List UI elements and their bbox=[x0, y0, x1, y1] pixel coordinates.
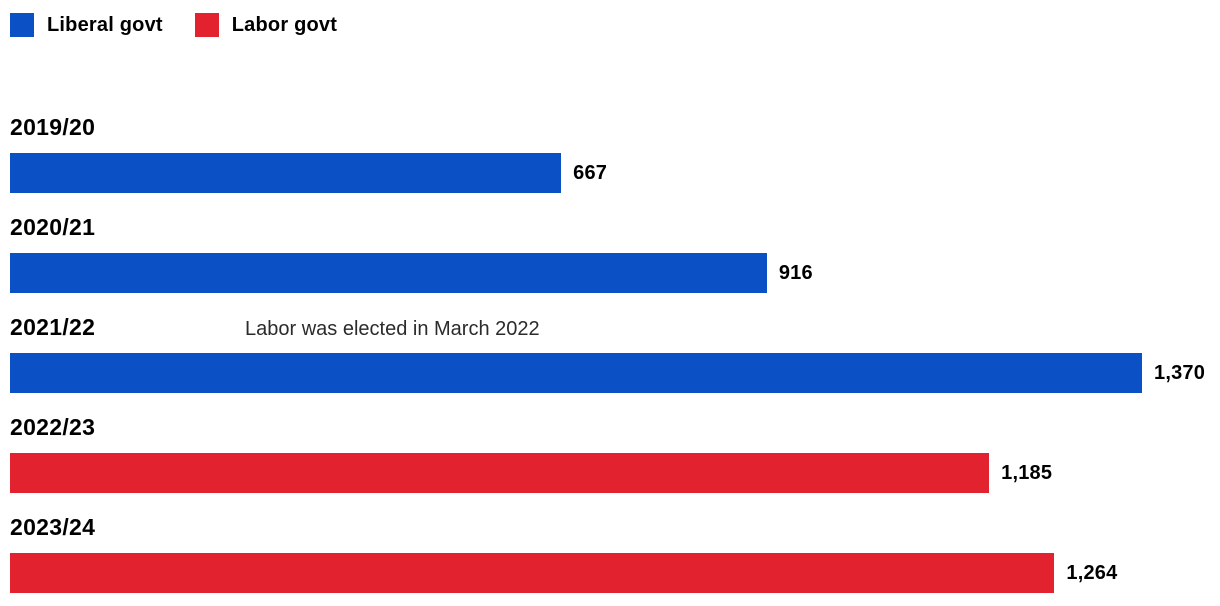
bar-3 bbox=[10, 453, 990, 493]
value-label: 1,264 bbox=[1066, 561, 1118, 584]
chart-row-2023-24: 2023/24 1,264 bbox=[10, 505, 1210, 605]
value-label: 916 bbox=[778, 261, 813, 284]
bar-line: 667 bbox=[10, 153, 1210, 193]
chart-row-2020-21: 2020/21 916 bbox=[10, 205, 1210, 305]
value-label: 1,185 bbox=[1001, 461, 1053, 484]
election-annotation: Labor was elected in March 2022 bbox=[245, 318, 540, 340]
category-label: 2019/20 bbox=[10, 114, 96, 140]
category-label: 2020/21 bbox=[10, 214, 96, 240]
legend: Liberal govt Labor govt bbox=[10, 13, 337, 37]
bar-4 bbox=[10, 553, 1055, 593]
legend-label-labor: Labor govt bbox=[231, 14, 338, 36]
labor-color-swatch bbox=[194, 13, 219, 37]
liberal-color-swatch bbox=[10, 13, 34, 37]
value-label: 667 bbox=[573, 161, 608, 184]
category-label: 2022/23 bbox=[10, 414, 96, 440]
bar-2 bbox=[10, 353, 1142, 393]
chart-row-2021-22: 2021/22 Labor was elected in March 2022 … bbox=[10, 305, 1210, 405]
bar-0 bbox=[10, 153, 562, 193]
bar-line: 1,264 bbox=[10, 553, 1210, 593]
chart-row-2019-20: 2019/20 667 bbox=[10, 105, 1210, 205]
chart-row-2022-23: 2022/23 1,185 bbox=[10, 405, 1210, 505]
value-label: 1,370 bbox=[1154, 361, 1206, 384]
bar-1 bbox=[10, 253, 767, 293]
bar-line: 1,185 bbox=[10, 453, 1210, 493]
category-label: 2021/22 bbox=[10, 314, 96, 340]
legend-item-liberal: Liberal govt bbox=[10, 13, 163, 37]
category-label: 2023/24 bbox=[10, 514, 96, 540]
legend-item-labor: Labor govt bbox=[194, 13, 338, 37]
bar-line: 916 bbox=[10, 253, 1210, 293]
bar-line: 1,370 bbox=[10, 353, 1210, 393]
bar-chart: 2019/20 667 2020/21 916 2021/22 Labor wa… bbox=[10, 105, 1210, 605]
legend-label-liberal: Liberal govt bbox=[47, 14, 163, 36]
